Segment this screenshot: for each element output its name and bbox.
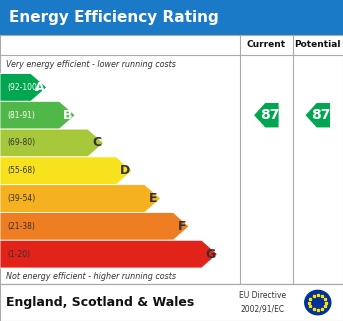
Text: E: E	[149, 192, 158, 205]
Polygon shape	[0, 157, 132, 185]
Text: (81-91): (81-91)	[8, 111, 35, 120]
Text: (69-80): (69-80)	[8, 138, 36, 147]
Text: 87: 87	[260, 108, 280, 122]
Text: (92-100): (92-100)	[8, 83, 40, 92]
Polygon shape	[0, 185, 161, 213]
Text: 2002/91/EC: 2002/91/EC	[241, 305, 285, 314]
Text: England, Scotland & Wales: England, Scotland & Wales	[6, 296, 194, 309]
Text: (39-54): (39-54)	[8, 194, 36, 203]
Polygon shape	[0, 101, 75, 129]
Polygon shape	[0, 213, 189, 240]
Text: Potential: Potential	[295, 40, 341, 49]
Polygon shape	[254, 103, 279, 127]
Text: Very energy efficient - lower running costs: Very energy efficient - lower running co…	[6, 60, 176, 69]
Text: G: G	[205, 247, 215, 261]
Text: (1-20): (1-20)	[8, 250, 31, 259]
Bar	[0, 0, 343, 35]
Text: B: B	[63, 109, 73, 122]
Text: A: A	[35, 81, 44, 94]
Polygon shape	[306, 103, 330, 127]
Text: Not energy efficient - higher running costs: Not energy efficient - higher running co…	[6, 272, 176, 281]
Text: (21-38): (21-38)	[8, 222, 35, 231]
Text: C: C	[92, 136, 101, 150]
Text: EU Directive: EU Directive	[239, 291, 286, 300]
Polygon shape	[0, 240, 217, 268]
Polygon shape	[0, 74, 47, 101]
Text: F: F	[178, 220, 186, 233]
Bar	[0, 35, 343, 284]
Text: D: D	[120, 164, 130, 177]
Text: (55-68): (55-68)	[8, 166, 36, 175]
Text: Energy Efficiency Rating: Energy Efficiency Rating	[9, 10, 218, 25]
Circle shape	[305, 290, 331, 315]
Polygon shape	[0, 129, 104, 157]
Text: Current: Current	[247, 40, 286, 49]
Bar	[0, 284, 343, 321]
Text: 87: 87	[311, 108, 331, 122]
